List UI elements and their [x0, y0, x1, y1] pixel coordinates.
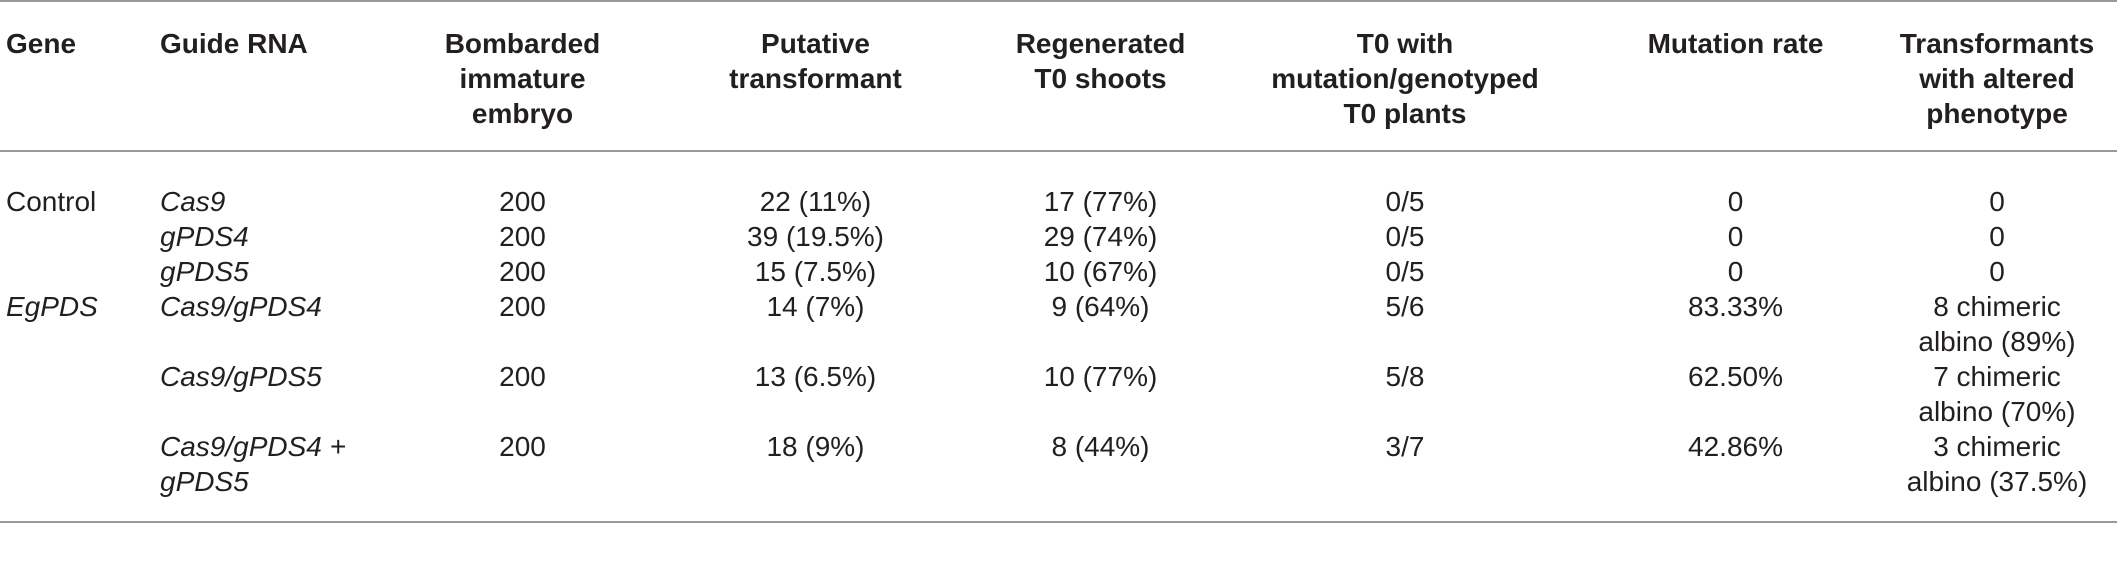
- cell-bombarded: 200: [499, 256, 546, 287]
- cell-regenerated: 8 (44%): [1051, 431, 1150, 462]
- cell-gene: EgPDS: [6, 291, 98, 322]
- cell-bombarded: 200: [499, 291, 546, 322]
- cell-guide-rna: Cas9/gPDS5: [160, 361, 322, 392]
- cell-mutation-rate: 0: [1727, 256, 1744, 287]
- header-gene: Gene: [6, 28, 77, 59]
- table-row: EgPDS Cas9/gPDS4 200 14 (7%) 9 (64%) 5/6…: [0, 289, 2117, 359]
- cell-mutation-rate: 83.33%: [1688, 291, 1783, 322]
- cell-regenerated: 9 (64%): [1051, 291, 1150, 322]
- phenotype-line1: 3 chimeric: [1933, 431, 2061, 462]
- cell-phenotype: 0: [1989, 186, 2005, 217]
- table-row: Cas9/gPDS4 + gPDS5 200 18 (9%) 8 (44%) 3…: [0, 429, 2117, 522]
- cell-phenotype: 0: [1989, 256, 2005, 287]
- cell-t0-mutation: 0/5: [1385, 186, 1425, 217]
- phenotype-line1: 8 chimeric: [1933, 291, 2061, 322]
- phenotype-line2: albino (37.5%): [1906, 466, 2088, 497]
- table-row: gPDS4 200 39 (19.5%) 29 (74%) 0/5 0 0: [0, 219, 2117, 254]
- cell-gene: [0, 254, 158, 289]
- header-putative: Putative transformant: [646, 1, 985, 151]
- cell-putative: 14 (7%): [766, 291, 865, 322]
- cell-putative: 22 (11%): [759, 186, 872, 217]
- cell-gene: [0, 429, 158, 522]
- header-t0-mutation: T0 with mutation/genotyped T0 plants: [1216, 1, 1594, 151]
- phenotype-line1: 7 chimeric: [1933, 361, 2061, 392]
- header-putative-line1: Putative: [761, 28, 870, 59]
- cell-putative: 18 (9%): [766, 431, 865, 462]
- results-table: Gene Guide RNA Bombarded immature embryo…: [0, 1, 2117, 522]
- cell-phenotype: 8 chimeric albino (89%): [1877, 289, 2117, 359]
- header-regenerated-line1: Regenerated: [1015, 28, 1186, 59]
- cell-mutation-rate: 62.50%: [1688, 361, 1783, 392]
- cell-guide-rna: Cas9/gPDS4 + gPDS5: [158, 429, 399, 522]
- cell-t0-mutation: 5/6: [1385, 291, 1425, 322]
- cell-putative: 13 (6.5%): [754, 361, 877, 392]
- header-t0-mutation-line1: T0 with: [1356, 28, 1454, 59]
- cell-bombarded: 200: [499, 431, 546, 462]
- header-mutation-rate: Mutation rate: [1647, 28, 1824, 59]
- cell-mutation-rate: 42.86%: [1688, 431, 1783, 462]
- cell-bombarded: 200: [499, 361, 546, 392]
- header-regenerated-line2: T0 shoots: [1034, 63, 1167, 94]
- cell-bombarded: 200: [499, 186, 546, 217]
- cell-mutation-rate: 0: [1727, 186, 1744, 217]
- header-t0-mutation-line3: T0 plants: [1343, 98, 1467, 129]
- header-phenotype-line1: Transformants: [1899, 28, 2095, 59]
- guide-rna-line2: gPDS5: [160, 466, 249, 497]
- cell-putative: 15 (7.5%): [754, 256, 877, 287]
- cell-phenotype: 0: [1989, 221, 2005, 252]
- header-guide-rna: Guide RNA: [160, 28, 308, 59]
- cell-putative: 39 (19.5%): [747, 221, 884, 252]
- cell-regenerated: 29 (74%): [1043, 221, 1158, 252]
- table-row: Cas9/gPDS5 200 13 (6.5%) 10 (77%) 5/8 62…: [0, 359, 2117, 429]
- cell-gene: [0, 219, 158, 254]
- cell-gene: Control: [6, 186, 97, 217]
- phenotype-line2: albino (70%): [1918, 396, 2076, 427]
- cell-t0-mutation: 0/5: [1385, 221, 1425, 252]
- header-regenerated: Regenerated T0 shoots: [985, 1, 1216, 151]
- header-altered-phenotype: Transformants with altered phenotype: [1877, 1, 2117, 151]
- cell-t0-mutation: 5/8: [1385, 361, 1425, 392]
- header-phenotype-line2: with altered: [1919, 63, 2075, 94]
- header-bombarded: Bombarded immature embryo: [399, 1, 646, 151]
- table-header: Gene Guide RNA Bombarded immature embryo…: [0, 1, 2117, 151]
- cell-phenotype: 7 chimeric albino (70%): [1877, 359, 2117, 429]
- phenotype-line2: albino (89%): [1918, 326, 2076, 357]
- cell-guide-rna: gPDS5: [160, 256, 249, 287]
- cell-t0-mutation: 0/5: [1385, 256, 1425, 287]
- header-row: Gene Guide RNA Bombarded immature embryo…: [0, 1, 2117, 151]
- cell-t0-mutation: 3/7: [1385, 431, 1425, 462]
- header-bombarded-line2: immature: [459, 63, 586, 94]
- cell-guide-rna: gPDS4: [160, 221, 249, 252]
- cell-regenerated: 10 (67%): [1043, 256, 1158, 287]
- header-bombarded-line3: embryo: [471, 98, 574, 129]
- header-phenotype-line3: phenotype: [1926, 98, 2068, 129]
- cell-guide-rna: Cas9: [160, 186, 226, 217]
- table-row: gPDS5 200 15 (7.5%) 10 (67%) 0/5 0 0: [0, 254, 2117, 289]
- cell-gene: [0, 359, 158, 429]
- table-row: Control Cas9 200 22 (11%) 17 (77%) 0/5 0…: [0, 151, 2117, 219]
- table-body: Control Cas9 200 22 (11%) 17 (77%) 0/5 0…: [0, 151, 2117, 522]
- cell-guide-rna: Cas9/gPDS4: [160, 291, 322, 322]
- cell-regenerated: 17 (77%): [1043, 186, 1158, 217]
- cell-mutation-rate: 0: [1727, 221, 1744, 252]
- cell-regenerated: 10 (77%): [1043, 361, 1158, 392]
- cell-bombarded: 200: [499, 221, 546, 252]
- header-putative-line2: transformant: [729, 63, 902, 94]
- header-t0-mutation-line2: mutation/genotyped: [1271, 63, 1539, 94]
- guide-rna-line1: Cas9/gPDS4 +: [160, 431, 346, 462]
- cell-phenotype: 3 chimeric albino (37.5%): [1877, 429, 2117, 522]
- header-bombarded-line1: Bombarded: [444, 28, 601, 59]
